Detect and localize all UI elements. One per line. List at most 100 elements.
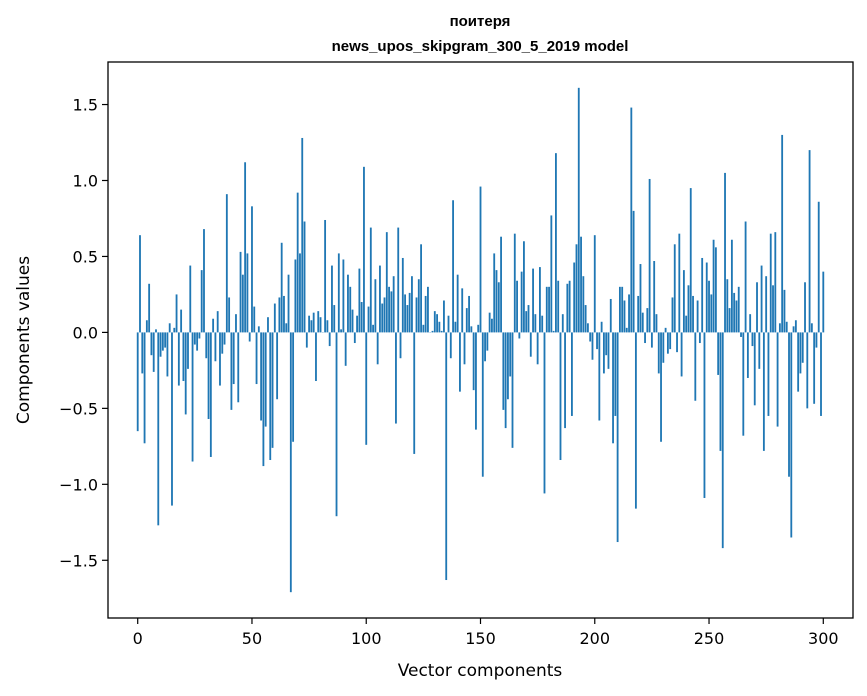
bar xyxy=(746,332,749,378)
bar xyxy=(427,286,429,333)
bar xyxy=(586,323,589,333)
bar xyxy=(267,317,269,333)
bar xyxy=(550,215,553,333)
bar xyxy=(481,332,484,477)
bar xyxy=(509,332,512,377)
bar xyxy=(804,282,806,333)
bar xyxy=(347,274,349,333)
bar xyxy=(372,324,375,333)
bar xyxy=(577,87,580,333)
bar xyxy=(710,294,713,333)
bar xyxy=(164,332,167,348)
bar xyxy=(470,326,473,333)
bar xyxy=(468,295,470,333)
bar xyxy=(209,332,212,457)
bar xyxy=(475,332,477,430)
bar xyxy=(495,270,498,333)
bar xyxy=(456,274,459,333)
bar xyxy=(358,268,361,333)
bar xyxy=(310,320,313,333)
bar xyxy=(820,332,822,416)
bar xyxy=(472,332,475,391)
bar xyxy=(230,332,233,410)
bar xyxy=(596,332,598,350)
bar xyxy=(353,332,356,344)
bar xyxy=(589,332,592,342)
bar xyxy=(381,303,384,333)
bar xyxy=(701,257,704,333)
bar xyxy=(616,332,619,543)
bar xyxy=(244,162,247,333)
bar xyxy=(534,314,537,333)
bar xyxy=(171,332,173,506)
bar xyxy=(150,332,153,356)
bar xyxy=(559,332,562,461)
bar xyxy=(772,285,774,333)
bar xyxy=(545,286,548,333)
bar xyxy=(253,306,256,333)
bar xyxy=(257,326,260,333)
bar xyxy=(276,332,279,400)
bar xyxy=(623,300,626,333)
bar xyxy=(383,297,386,333)
y-tick-label: −1.0 xyxy=(59,475,98,494)
bar xyxy=(417,279,420,333)
bar xyxy=(317,311,320,333)
bar xyxy=(424,295,427,333)
bar xyxy=(477,324,480,333)
bar xyxy=(564,332,566,429)
bar xyxy=(529,332,532,357)
bar xyxy=(646,308,649,333)
bar xyxy=(705,262,708,333)
bar xyxy=(575,244,578,333)
bar xyxy=(376,332,379,365)
bar xyxy=(431,330,434,333)
bar xyxy=(443,300,445,333)
bar xyxy=(189,265,192,333)
bar xyxy=(516,280,518,333)
bar xyxy=(408,292,411,333)
bar xyxy=(413,332,416,454)
bar xyxy=(237,332,240,403)
bar xyxy=(641,312,644,333)
bar xyxy=(552,330,555,333)
bar xyxy=(621,286,624,333)
bar xyxy=(225,194,228,333)
bar xyxy=(749,314,752,333)
bar xyxy=(136,332,139,432)
bar xyxy=(260,332,263,421)
bar xyxy=(436,314,438,333)
bar xyxy=(756,282,758,333)
bar xyxy=(607,332,610,369)
bar xyxy=(630,107,633,333)
bar xyxy=(223,332,226,345)
bar xyxy=(152,332,155,372)
bar xyxy=(726,279,729,333)
bar xyxy=(271,332,274,448)
bar xyxy=(143,332,146,444)
bar xyxy=(141,332,144,374)
bar xyxy=(449,332,452,359)
bar xyxy=(662,332,665,363)
bar xyxy=(632,210,635,333)
bar xyxy=(161,332,164,351)
bar xyxy=(810,323,813,333)
y-tick-label: 1.0 xyxy=(73,171,98,190)
bar xyxy=(751,332,754,347)
bar xyxy=(618,286,621,333)
bar xyxy=(806,332,809,409)
bar xyxy=(760,265,763,333)
y-tick-label: 0.5 xyxy=(73,247,98,266)
bar xyxy=(637,295,640,333)
bar xyxy=(305,332,308,348)
bar xyxy=(561,314,564,333)
bar xyxy=(292,332,295,442)
x-axis-label: Vector components xyxy=(398,661,563,681)
bar xyxy=(203,229,205,333)
bar xyxy=(289,332,292,593)
bar xyxy=(778,323,781,333)
x-tick-label: 50 xyxy=(242,629,262,648)
bar xyxy=(308,315,311,333)
bar xyxy=(404,294,406,333)
